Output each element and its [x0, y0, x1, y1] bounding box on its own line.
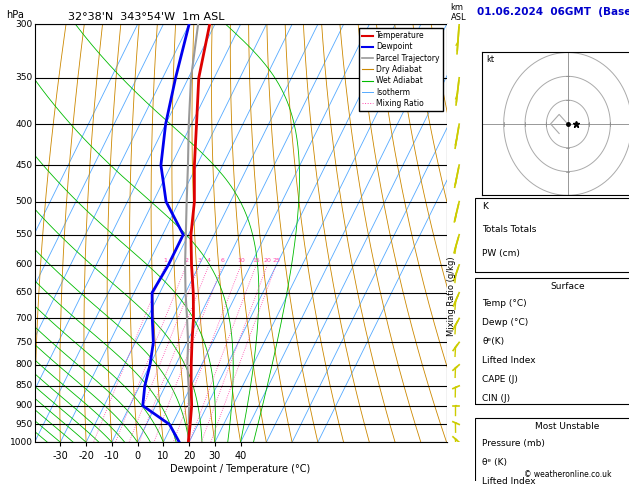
Text: Lifted Index: Lifted Index — [482, 356, 536, 365]
Text: Mixing Ratio (g/kg): Mixing Ratio (g/kg) — [447, 256, 456, 336]
Text: 800: 800 — [15, 360, 33, 369]
Text: 15: 15 — [252, 258, 260, 263]
Text: 1: 1 — [164, 258, 167, 263]
Text: 4: 4 — [207, 258, 211, 263]
Legend: Temperature, Dewpoint, Parcel Trajectory, Dry Adiabat, Wet Adiabat, Isotherm, Mi: Temperature, Dewpoint, Parcel Trajectory… — [359, 28, 443, 111]
Text: 600: 600 — [15, 260, 33, 269]
Text: 2: 2 — [184, 258, 189, 263]
Text: 25: 25 — [272, 258, 280, 263]
Text: km
ASL: km ASL — [451, 3, 466, 22]
Text: 20: 20 — [264, 258, 271, 263]
Text: 4: 4 — [447, 214, 453, 223]
Text: 8: 8 — [447, 34, 453, 42]
Text: 500: 500 — [15, 197, 33, 206]
Text: kt: kt — [487, 55, 495, 64]
Text: LCL: LCL — [447, 422, 461, 431]
Text: 850: 850 — [15, 382, 33, 390]
Bar — [475, 418, 629, 486]
Text: 6: 6 — [447, 139, 453, 148]
Text: 6: 6 — [221, 258, 225, 263]
Bar — [475, 278, 629, 404]
Text: K: K — [482, 202, 488, 210]
Text: 450: 450 — [15, 160, 33, 170]
Text: CIN (J): CIN (J) — [482, 394, 511, 403]
Bar — [475, 198, 629, 272]
Text: Pressure (mb): Pressure (mb) — [482, 439, 545, 448]
Text: 900: 900 — [15, 401, 33, 410]
Text: 7: 7 — [447, 95, 453, 104]
Text: Lifted Index: Lifted Index — [482, 477, 536, 486]
Text: 01.06.2024  06GMT  (Base: 06): 01.06.2024 06GMT (Base: 06) — [477, 7, 629, 17]
Text: CAPE (J): CAPE (J) — [482, 375, 518, 384]
Text: Totals Totals: Totals Totals — [482, 226, 537, 234]
Text: 650: 650 — [15, 288, 33, 297]
Text: Temp (°C): Temp (°C) — [482, 299, 527, 308]
Text: 1: 1 — [447, 314, 453, 323]
Text: 3: 3 — [447, 255, 453, 263]
Text: PW (cm): PW (cm) — [482, 249, 520, 258]
Text: 32°38'N  343°54'W  1m ASL: 32°38'N 343°54'W 1m ASL — [67, 12, 224, 22]
Text: 750: 750 — [15, 338, 33, 347]
Text: Dewp (°C): Dewp (°C) — [482, 318, 528, 327]
Text: 10: 10 — [237, 258, 245, 263]
Text: 2: 2 — [447, 283, 453, 292]
X-axis label: Dewpoint / Temperature (°C): Dewpoint / Temperature (°C) — [170, 464, 311, 474]
Text: 550: 550 — [15, 230, 33, 239]
Text: 1000: 1000 — [9, 438, 33, 447]
Text: 300: 300 — [15, 20, 33, 29]
Text: hPa: hPa — [6, 10, 24, 20]
Text: 3: 3 — [198, 258, 201, 263]
Text: 700: 700 — [15, 314, 33, 323]
Text: Most Unstable: Most Unstable — [535, 422, 600, 431]
Text: Surface: Surface — [550, 281, 585, 291]
Text: 5: 5 — [447, 178, 453, 188]
Text: θᵉ (K): θᵉ (K) — [482, 458, 508, 467]
Text: © weatheronline.co.uk: © weatheronline.co.uk — [524, 470, 611, 479]
Text: 400: 400 — [15, 120, 33, 129]
Text: 350: 350 — [15, 73, 33, 82]
Text: θᵉ(K): θᵉ(K) — [482, 337, 504, 346]
Text: 950: 950 — [15, 420, 33, 429]
